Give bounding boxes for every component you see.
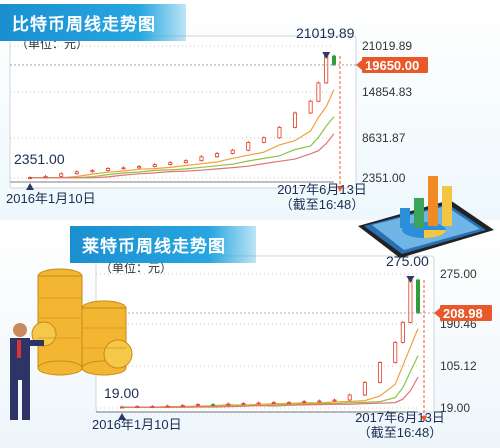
ltc-chart-panel: 19.00 105.12 190.46 275.00 208.98 （单位：元） 275.0…: [0, 222, 500, 448]
btc-candle: [137, 166, 142, 169]
btc-candle: [199, 156, 204, 162]
btc-high-marker: [322, 52, 331, 59]
ltc-candle: [378, 362, 383, 383]
btc-moving-average-line: [30, 133, 335, 179]
btc-y-tick-label: 21019.89: [362, 39, 412, 53]
btc-candle: [261, 137, 266, 143]
coins-businessman-illustration: [10, 268, 133, 420]
btc-candle: [59, 173, 64, 177]
ltc-high-marker: [406, 276, 415, 283]
btc-candle: [168, 162, 173, 166]
btc-candle: [152, 164, 157, 167]
btc-low-value-label: 2351.00: [14, 151, 65, 167]
ltc-start-marker: [118, 413, 126, 420]
ltc-candle: [302, 401, 307, 403]
btc-candle: [183, 160, 188, 164]
ltc-end-time-note: （截至16:48）: [358, 425, 443, 440]
btc-chart: 2351.008631.8714854.8321019.8919650.00（单…: [6, 25, 428, 212]
btc-candle: [215, 153, 220, 158]
ltc-candle: [180, 405, 185, 407]
ltc-candle: [241, 403, 246, 405]
btc-candle: [277, 126, 282, 139]
ltc-candle: [135, 406, 140, 408]
ltc-candle: [347, 394, 352, 401]
btc-candle: [74, 171, 79, 175]
ltc-candle: [211, 404, 216, 406]
btc-candle: [230, 149, 235, 154]
ltc-date-arrow: [421, 416, 427, 422]
ltc-candle: [317, 400, 322, 403]
tablet-bar-chart-illustration: [358, 176, 494, 258]
ltc-high-value-label: 275.00: [386, 253, 429, 269]
btc-candle: [105, 168, 110, 171]
btc-current-value-label: 19650.00: [365, 58, 419, 73]
btc-chart-title: 比特币周线走势图: [0, 4, 186, 41]
ltc-current-value-label: 208.98: [443, 306, 483, 321]
ltc-current-value-arrow: [434, 308, 440, 319]
btc-high-value-label: 21019.89: [296, 25, 355, 41]
ltc-candle: [400, 322, 405, 343]
ltc-start-date-label: 2016年1月10日: [92, 417, 182, 432]
ltc-plot-frame: [95, 255, 435, 413]
btc-candle: [121, 167, 126, 170]
btc-moving-average-line: [30, 89, 335, 179]
ltc-candle: [393, 342, 398, 363]
btc-chart-panel: 2351.00 8631.87 14854.83 21019.89 19650.00 （单…: [0, 0, 500, 220]
ltc-y-tick-label: 105.12: [440, 359, 477, 373]
btc-candle: [246, 141, 251, 151]
ltc-chart-title: 莱特币周线走势图: [70, 226, 256, 263]
ltc-candle: [415, 279, 420, 314]
ltc-unit-label: （单位：元）: [100, 260, 172, 275]
btc-start-date-label: 2016年1月10日: [6, 191, 96, 206]
ltc-candle: [408, 279, 413, 323]
ltc-candle: [271, 402, 276, 404]
btc-current-value-badge: [362, 56, 428, 73]
ltc-moving-average-line: [122, 376, 419, 408]
ltc-candle: [286, 402, 291, 404]
ltc-y-tick-label: 19.00: [440, 401, 470, 415]
btc-start-marker: [26, 183, 34, 190]
btc-y-tick-label: 14854.83: [362, 85, 412, 99]
btc-candle: [316, 82, 321, 102]
ltc-candle: [120, 406, 125, 409]
btc-y-tick-label: 2351.00: [362, 171, 406, 185]
ltc-candle: [226, 403, 231, 406]
btc-y-tick-label: 8631.87: [362, 131, 406, 145]
ltc-candle: [362, 382, 367, 396]
ltc-candle: [332, 399, 337, 402]
btc-candle: [308, 100, 313, 114]
btc-candle: [293, 112, 298, 128]
btc-current-value-arrow: [356, 59, 362, 70]
ltc-current-value-badge: [440, 305, 492, 322]
btc-end-time-note: （截至16:48）: [280, 197, 365, 212]
btc-candle: [27, 177, 32, 180]
ltc-candle: [256, 402, 261, 405]
ltc-end-date-label: 2017年6月13日: [355, 410, 445, 425]
btc-end-date-label: 2017年6月13日: [277, 182, 367, 197]
btc-candle: [324, 55, 329, 84]
ltc-y-tick-label: 275.00: [440, 267, 477, 281]
ltc-candle: [165, 405, 170, 408]
btc-candle: [43, 175, 48, 179]
btc-candle: [331, 55, 336, 66]
btc-candle: [90, 170, 95, 173]
btc-date-arrow: [337, 186, 343, 192]
ltc-low-value-label: 19.00: [104, 385, 139, 401]
ltc-candle: [150, 406, 155, 408]
ltc-candle: [195, 404, 200, 406]
